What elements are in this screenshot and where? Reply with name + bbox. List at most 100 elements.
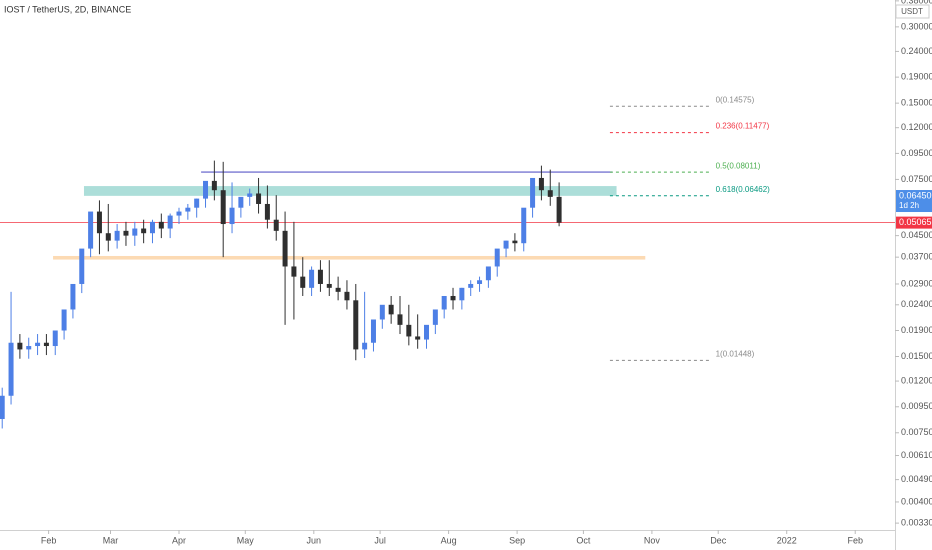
candle-body: [26, 346, 32, 350]
candle-body: [132, 228, 138, 236]
candle-body: [432, 309, 438, 325]
fib-label: 0.5(0.08011): [716, 161, 761, 170]
fib-label: 0.236(0.11477): [716, 122, 770, 131]
candle-body: [415, 336, 421, 340]
y-tick-label: 0.07500: [901, 174, 932, 184]
x-tick-label: Jun: [307, 535, 322, 545]
candle-body: [238, 196, 244, 208]
candle-body: [70, 283, 76, 310]
candle-body: [547, 190, 553, 197]
candle-body: [370, 319, 376, 343]
y-tick-label: 0.00950: [901, 401, 932, 411]
price-label-countdown: 1d 2h: [899, 201, 919, 210]
zone: [53, 255, 646, 260]
candle-body: [88, 211, 94, 249]
y-tick-label: 0.01900: [901, 325, 932, 335]
candle-body: [530, 177, 536, 208]
x-tick-label: Oct: [576, 535, 591, 545]
candle-body: [176, 211, 182, 216]
candle-body: [503, 240, 509, 249]
y-tick-label: 0.01500: [901, 351, 932, 361]
candle-body: [441, 295, 447, 310]
candle-body: [79, 248, 85, 284]
candle-body: [123, 230, 129, 236]
x-tick-label: Apr: [172, 535, 186, 545]
candle-body: [538, 177, 544, 191]
y-tick-label: 0.03700: [901, 252, 932, 262]
candle-body: [61, 309, 67, 331]
chart-title: IOST / TetherUS, 2D, BINANCE: [4, 4, 131, 14]
candle-body: [379, 304, 385, 320]
candle-body: [43, 342, 49, 347]
price-label-box: [896, 216, 932, 229]
candle-body: [353, 300, 359, 350]
y-tick-label: 0.02400: [901, 299, 932, 309]
candle-body: [96, 211, 102, 234]
candle-body: [105, 233, 111, 241]
candle-body: [247, 193, 253, 197]
candle-body: [344, 291, 350, 301]
x-tick-label: 2022: [777, 535, 797, 545]
fib-label: 0(0.14575): [716, 95, 755, 104]
x-tick-label: Aug: [441, 535, 457, 545]
candle-body: [273, 219, 279, 231]
y-tick-label: 0.15000: [901, 98, 932, 108]
candle-body: [0, 395, 5, 420]
x-tick-label: Feb: [41, 535, 57, 545]
candle-body: [282, 230, 288, 267]
candle-body: [450, 295, 456, 301]
candle-body: [485, 266, 491, 281]
candle-body: [149, 221, 155, 234]
candle-body: [424, 324, 430, 340]
candle-body: [17, 342, 23, 350]
candle-body: [406, 324, 412, 337]
y-tick-label: 0.00330: [901, 517, 932, 527]
candle-body: [256, 193, 262, 204]
price-label-box: [896, 190, 932, 213]
y-tick-label: 0.00750: [901, 427, 932, 437]
x-tick-label: May: [237, 535, 255, 545]
x-tick-label: Dec: [710, 535, 727, 545]
candle-body: [556, 196, 562, 223]
x-tick-label: Nov: [644, 535, 661, 545]
y-tick-label: 0.24000: [901, 46, 932, 56]
candle-body: [229, 207, 235, 225]
y-tick-label: 0.09500: [901, 148, 932, 158]
candle-body: [459, 287, 465, 301]
y-tick-label: 0.01200: [901, 375, 932, 385]
candle-body: [35, 342, 41, 347]
candle-body: [220, 190, 226, 225]
candle-body: [494, 248, 500, 267]
candle-body: [512, 240, 518, 244]
candle-body: [309, 269, 315, 288]
y-tick-label: 0.38000: [901, 0, 932, 5]
candle-body: [141, 228, 147, 234]
candle-body: [335, 287, 341, 292]
candle-body: [8, 342, 14, 396]
candle-body: [468, 283, 474, 288]
candle-body: [397, 314, 403, 325]
fib-label: 0.618(0.06462): [716, 185, 771, 194]
y-tick-label: 0.00490: [901, 474, 932, 484]
price-label: 0.05065: [899, 217, 932, 227]
x-tick-label: Mar: [103, 535, 119, 545]
fib-label: 1(0.01448): [716, 350, 755, 359]
candle-body: [291, 266, 297, 277]
candle-body: [300, 276, 306, 288]
candle-body: [521, 207, 527, 244]
candle-body: [362, 342, 368, 350]
candle-body: [211, 180, 217, 191]
axis-unit: USDT: [901, 7, 923, 16]
x-tick-label: Feb: [847, 535, 863, 545]
y-tick-label: 0.02900: [901, 278, 932, 288]
candle-body: [326, 283, 332, 288]
candle-body: [185, 207, 191, 212]
x-tick-label: Jul: [374, 535, 386, 545]
y-tick-label: 0.00610: [901, 450, 932, 460]
candle-body: [317, 269, 323, 284]
price-label: 0.06450: [899, 190, 932, 200]
candle-body: [52, 330, 58, 347]
y-tick-label: 0.00400: [901, 496, 932, 506]
candle-body: [158, 221, 164, 229]
